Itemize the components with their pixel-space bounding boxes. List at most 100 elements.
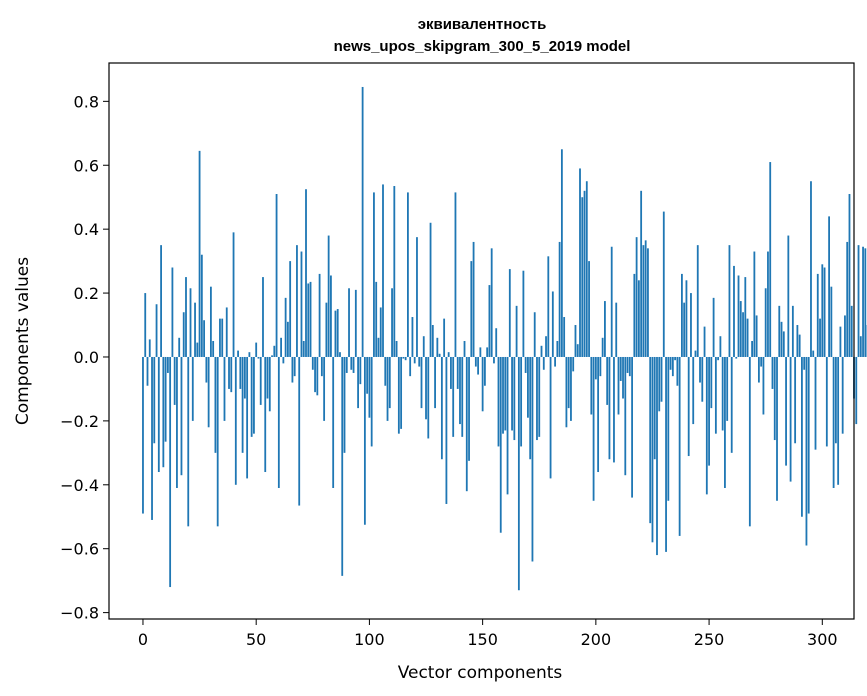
bar-216 <box>631 356 633 498</box>
bar-53 <box>262 277 264 357</box>
bar-133 <box>443 318 446 357</box>
y-tick-label: 0.8 <box>74 92 99 111</box>
bar-157 <box>497 356 500 447</box>
bar-152 <box>486 347 489 357</box>
bar-262 <box>735 356 738 359</box>
bar-95 <box>357 356 359 409</box>
bar-310 <box>844 315 846 357</box>
x-tick-label: 300 <box>807 630 838 649</box>
bar-60 <box>277 356 280 488</box>
bar-45 <box>243 356 246 399</box>
bar-141 <box>461 356 464 437</box>
bar-24 <box>196 342 199 357</box>
bar-13 <box>171 267 174 357</box>
x-tick-label: 50 <box>246 630 266 649</box>
y-tick-label: 0.4 <box>74 220 99 239</box>
bar-299 <box>819 318 821 357</box>
bar-183 <box>556 341 559 357</box>
bar-248 <box>703 326 706 357</box>
bar-76 <box>314 356 316 393</box>
bar-154 <box>490 248 493 357</box>
bar-47 <box>248 352 251 357</box>
bar-166 <box>517 356 520 591</box>
bar-144 <box>468 356 470 461</box>
bar-235 <box>674 356 677 361</box>
bar-80 <box>323 356 326 421</box>
bar-285 <box>787 235 790 357</box>
bar-132 <box>440 356 443 460</box>
bar-101 <box>370 356 373 447</box>
bar-214 <box>626 356 629 373</box>
bar-30 <box>209 286 212 357</box>
bar-140 <box>459 356 461 425</box>
bar-159 <box>502 356 504 434</box>
y-tick-label: −0.6 <box>60 540 99 559</box>
bar-56 <box>268 356 271 412</box>
bar-15 <box>176 356 178 488</box>
bar-198 <box>590 356 593 415</box>
bar-123 <box>420 356 423 409</box>
bar-274 <box>762 356 765 415</box>
bar-31 <box>212 341 215 357</box>
bar-319 <box>864 248 867 357</box>
bar-43 <box>239 356 242 389</box>
bar-226 <box>653 356 656 460</box>
bar-300 <box>821 264 824 357</box>
bar-28 <box>205 356 208 383</box>
bar-137 <box>452 356 455 437</box>
bar-276 <box>767 251 769 357</box>
bar-156 <box>495 328 498 357</box>
bar-313 <box>850 305 853 357</box>
bar-136 <box>450 356 452 389</box>
bar-86 <box>336 309 339 357</box>
bar-23 <box>194 302 196 357</box>
bar-250 <box>708 356 710 466</box>
bar-196 <box>585 181 588 357</box>
bar-168 <box>522 270 525 357</box>
bar-135 <box>447 352 450 357</box>
bar-217 <box>633 273 636 357</box>
bar-64 <box>286 321 289 357</box>
bar-32 <box>214 356 217 453</box>
bar-181 <box>551 291 554 357</box>
bar-2 <box>146 356 149 386</box>
bar-311 <box>846 241 849 357</box>
bar-234 <box>671 356 674 377</box>
bar-303 <box>828 216 830 357</box>
bar-218 <box>635 237 638 357</box>
bar-251 <box>710 356 713 409</box>
bar-279 <box>773 356 776 441</box>
y-tick-label: 0.6 <box>74 156 99 175</box>
bar-204 <box>604 301 606 357</box>
bar-130 <box>436 337 439 357</box>
bar-210 <box>617 356 620 415</box>
bar-16 <box>178 337 181 357</box>
bar-287 <box>791 305 794 357</box>
bar-149 <box>479 347 482 357</box>
bar-71 <box>302 341 305 357</box>
bar-260 <box>730 356 733 453</box>
bar-39 <box>230 356 233 393</box>
bar-257 <box>724 356 726 488</box>
bar-193 <box>579 168 581 357</box>
bar-33 <box>216 356 219 527</box>
bar-78 <box>318 273 321 357</box>
bar-309 <box>841 356 844 434</box>
bar-93 <box>352 356 355 373</box>
bar-134 <box>445 356 448 504</box>
bar-109 <box>388 356 391 409</box>
bar-40 <box>232 232 235 357</box>
bar-256 <box>721 356 724 431</box>
bar-110 <box>391 288 393 357</box>
bar-253 <box>714 356 717 434</box>
bar-199 <box>592 356 595 501</box>
bar-281 <box>778 305 781 357</box>
bar-186 <box>563 317 566 357</box>
bar-178 <box>545 336 547 357</box>
bar-188 <box>567 356 570 409</box>
bar-37 <box>225 307 228 357</box>
bar-151 <box>483 356 486 386</box>
bar-67 <box>293 356 296 377</box>
bar-62 <box>282 356 285 364</box>
